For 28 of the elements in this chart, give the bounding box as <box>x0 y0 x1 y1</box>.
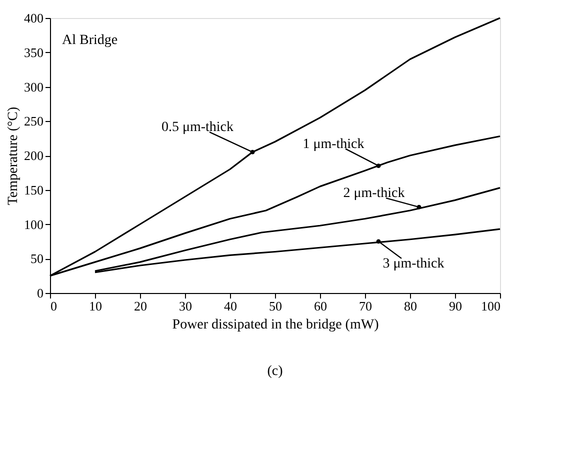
x-tick-label: 40 <box>224 298 237 314</box>
x-tick-label: 90 <box>449 298 462 314</box>
annotation: Al Bridge <box>62 33 118 48</box>
x-tick-label: 0 <box>50 298 57 314</box>
y-tick-label: 400 <box>24 10 44 26</box>
y-tick-label: 100 <box>24 216 44 232</box>
annotation: 2 μm-thick <box>343 186 405 202</box>
y-tick-label: 0 <box>37 286 44 300</box>
y-tick-label: 150 <box>24 182 44 198</box>
text: (c) <box>267 364 284 379</box>
x-tick-label: 60 <box>314 298 327 314</box>
x-tick-label: 20 <box>134 298 147 314</box>
x-tick-label: 10 <box>89 298 102 314</box>
x-tick-label: 50 <box>269 298 282 314</box>
y-tick-label: 50 <box>30 251 44 266</box>
x-tick-label: 70 <box>359 298 372 314</box>
annotation: 1 μm-thick <box>302 136 364 152</box>
x-axis-title: Power dissipated in the bridge (mW) <box>172 318 380 332</box>
annotation: 0.5 μm-thick <box>161 120 234 136</box>
y-axis-title: Temperature (°C) <box>6 106 21 206</box>
y-tick-label: 300 <box>24 79 44 94</box>
y-tick-label: 350 <box>24 44 44 60</box>
x-tick-label: 80 <box>404 298 417 314</box>
annotation: 3 μm-thick <box>382 256 444 272</box>
y-tick-label: 200 <box>24 148 44 163</box>
x-tick-label: 100 <box>481 298 500 314</box>
x-tick-label: 30 <box>179 298 192 314</box>
y-tick-label: 250 <box>24 114 44 129</box>
